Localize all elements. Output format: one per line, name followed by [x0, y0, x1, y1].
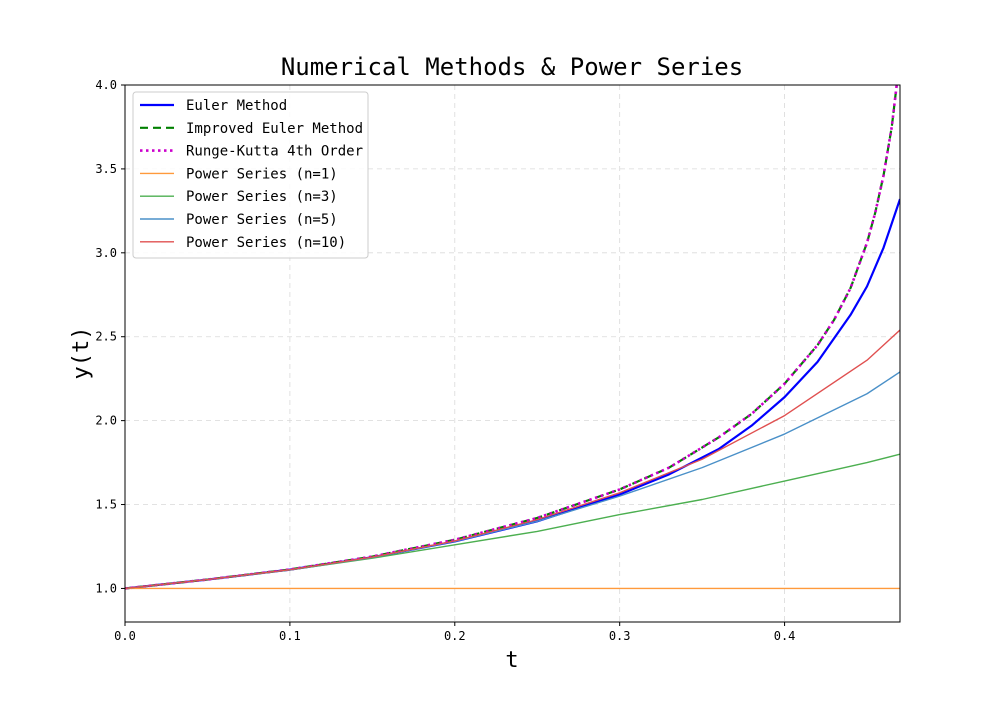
legend-label: Euler Method — [186, 98, 287, 114]
legend-label: Runge-Kutta 4th Order — [186, 144, 363, 160]
y-tick-label: 2.0 — [95, 414, 117, 428]
legend-label: Power Series (n=1) — [186, 166, 338, 182]
y-tick-label: 3.0 — [95, 246, 117, 260]
x-axis-title: t — [505, 648, 518, 673]
y-tick-label: 1.0 — [95, 581, 117, 595]
series-line-6 — [125, 371, 900, 590]
chart-title: Numerical Methods & Power Series — [281, 53, 743, 81]
x-tick-label: 0.2 — [444, 629, 466, 643]
legend-label: Power Series (n=5) — [186, 212, 338, 228]
y-axis-title: y(t) — [69, 327, 94, 380]
x-tick-label: 0.4 — [774, 629, 796, 643]
legend-label: Power Series (n=3) — [186, 189, 338, 205]
legend-label: Improved Euler Method — [186, 121, 363, 137]
series-line-5 — [125, 453, 900, 590]
series-line-7 — [125, 329, 900, 590]
y-tick-label: 1.5 — [95, 498, 117, 512]
legend-box — [132, 91, 369, 259]
y-tick-label: 3.5 — [95, 162, 117, 176]
x-tick-label: 0.3 — [609, 629, 631, 643]
x-tick-label: 0.0 — [114, 629, 136, 643]
legend-label: Power Series (n=10) — [186, 235, 346, 251]
y-tick-label: 4.0 — [95, 78, 117, 92]
plot-frame — [124, 84, 901, 623]
legend: Euler Method Improved Euler Method Runge-K… — [132, 91, 369, 259]
axis-ticks: 0.0 0.1 0.2 0.3 0.4 1.0 1.5 2.0 2.5 3.0 3.5 4.0 — [95, 78, 795, 643]
y-tick-label: 2.5 — [95, 330, 117, 344]
x-tick-label: 0.1 — [279, 629, 301, 643]
series-group — [125, 85, 900, 590]
